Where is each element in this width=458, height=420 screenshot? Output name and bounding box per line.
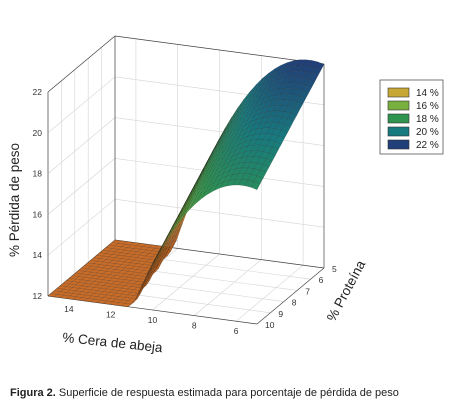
x-axis-title: % Cera de abeja xyxy=(62,330,164,355)
legend-swatch xyxy=(387,126,410,137)
z-axis-title: % Pérdida de peso xyxy=(7,143,22,257)
legend: 14 % 16 % 18 % 20 % 22 % xyxy=(379,79,444,155)
legend-label: 18 % xyxy=(416,114,439,125)
grid-line-left xyxy=(47,158,116,215)
y-tick-label: 10 xyxy=(265,320,275,330)
grid-line-floor xyxy=(152,253,220,311)
grid-line-left xyxy=(47,117,116,174)
y-axis-title: % Proteína xyxy=(324,257,369,323)
box-edge xyxy=(47,35,116,93)
x-tick-label: 10 xyxy=(148,315,158,325)
y-tick-label: 6 xyxy=(319,275,324,285)
z-tick-label: 22 xyxy=(33,87,43,97)
z-tick-label: 16 xyxy=(33,209,43,219)
grid-line-left xyxy=(47,198,116,256)
legend-swatch xyxy=(387,139,410,150)
grid-line-left xyxy=(47,76,116,134)
legend-swatch xyxy=(387,100,410,111)
grid-line-floor xyxy=(194,259,262,316)
x-tick-label: 14 xyxy=(64,304,74,314)
y-tick-label: 9 xyxy=(278,309,283,319)
y-tick-label: 7 xyxy=(305,286,310,296)
box-edge xyxy=(114,35,325,65)
legend-label: 20 % xyxy=(416,127,439,138)
y-tick-label: 5 xyxy=(332,264,337,274)
z-tick-label: 20 xyxy=(33,128,43,138)
z-tick-label: 18 xyxy=(33,169,43,179)
surface-patch xyxy=(47,293,58,297)
x-tick-label: 8 xyxy=(192,321,197,331)
grid-line-floor xyxy=(235,264,304,322)
legend-swatch xyxy=(387,87,410,98)
legend-label: 22 % xyxy=(416,140,439,151)
box-edge xyxy=(256,267,325,325)
legend-label: 14 % xyxy=(416,88,439,99)
x-tick-label: 6 xyxy=(234,326,239,336)
x-tick-label: 12 xyxy=(106,309,116,319)
response-surface xyxy=(47,59,325,307)
y-tick-label: 8 xyxy=(292,298,297,308)
z-tick-label: 12 xyxy=(33,291,43,301)
caption-label: Figura 2. xyxy=(10,387,56,399)
legend-label: 16 % xyxy=(416,101,439,112)
figure-caption: Figura 2. Superficie de respuesta estima… xyxy=(10,387,450,400)
legend-swatch xyxy=(387,113,410,124)
caption-text: Superficie de respuesta estimada para po… xyxy=(55,387,399,399)
z-tick-label: 14 xyxy=(33,250,43,260)
